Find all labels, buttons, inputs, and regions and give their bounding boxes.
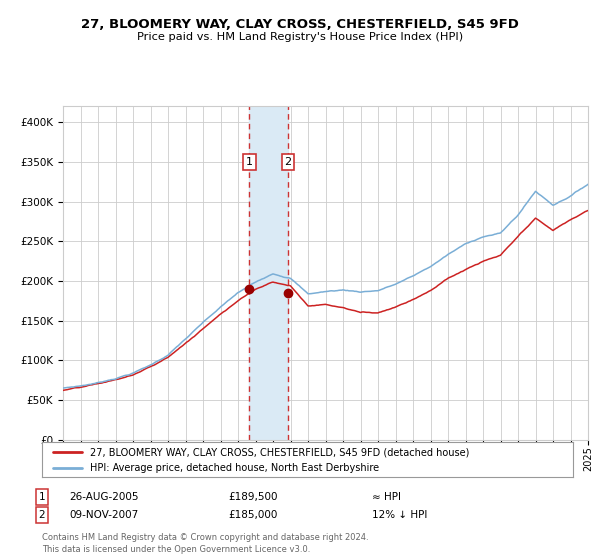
Text: £185,000: £185,000 <box>228 510 277 520</box>
Text: ≈ HPI: ≈ HPI <box>372 492 401 502</box>
Text: HPI: Average price, detached house, North East Derbyshire: HPI: Average price, detached house, Nort… <box>90 464 379 473</box>
Text: 27, BLOOMERY WAY, CLAY CROSS, CHESTERFIELD, S45 9FD (detached house): 27, BLOOMERY WAY, CLAY CROSS, CHESTERFIE… <box>90 447 469 457</box>
Text: 27, BLOOMERY WAY, CLAY CROSS, CHESTERFIELD, S45 9FD: 27, BLOOMERY WAY, CLAY CROSS, CHESTERFIE… <box>81 17 519 31</box>
Bar <box>250 106 288 440</box>
Text: 1: 1 <box>246 157 253 167</box>
Text: Price paid vs. HM Land Registry's House Price Index (HPI): Price paid vs. HM Land Registry's House … <box>137 32 463 42</box>
Text: Contains HM Land Registry data © Crown copyright and database right 2024.
This d: Contains HM Land Registry data © Crown c… <box>42 533 368 554</box>
Text: 26-AUG-2005: 26-AUG-2005 <box>69 492 139 502</box>
Text: 12% ↓ HPI: 12% ↓ HPI <box>372 510 427 520</box>
Text: £189,500: £189,500 <box>228 492 277 502</box>
Text: 09-NOV-2007: 09-NOV-2007 <box>69 510 138 520</box>
Text: 1: 1 <box>38 492 46 502</box>
Text: 2: 2 <box>38 510 46 520</box>
Text: 2: 2 <box>284 157 292 167</box>
